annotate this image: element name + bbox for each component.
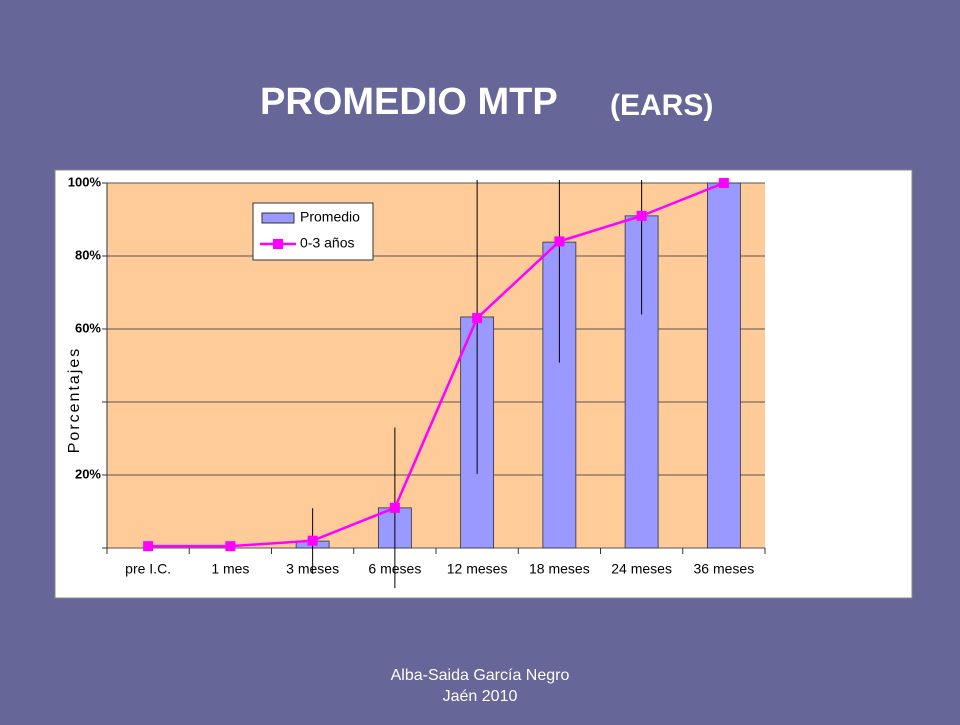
marker [389,502,400,513]
x-tick-label: 18 meses [529,561,590,577]
marker [143,541,154,552]
marker [307,535,318,546]
y-tick-label: 80% [75,247,101,262]
y-tick-label: 20% [75,466,101,481]
plot-area [107,183,765,548]
y-axis-label: Porcentajes [66,347,83,454]
marker [718,178,729,188]
footer-author: Alba-Saida García Negro [391,667,570,684]
y-tick-label: 60% [75,320,101,335]
x-tick-label: pre I.C. [125,561,171,577]
marker [472,313,483,324]
legend-swatch [261,212,295,224]
x-tick-label: 36 meses [694,561,755,577]
legend-label: Promedio [300,209,360,225]
legend-swatch [273,239,283,249]
legend-label: 0-3 años [300,235,354,251]
line [148,181,725,548]
marker [636,210,647,221]
x-tick-label: 1 mes [211,561,249,577]
marker [225,541,236,552]
x-tick-label: 24 meses [611,561,672,577]
bar [706,182,741,549]
title: PROMEDIO MTP [260,81,558,123]
title-sub: (EARS) [610,89,713,122]
footer-place: Jaén 2010 [443,688,518,705]
marker [554,236,565,247]
x-tick-label: 12 meses [447,561,508,577]
y-tick-label: 100% [68,174,102,189]
